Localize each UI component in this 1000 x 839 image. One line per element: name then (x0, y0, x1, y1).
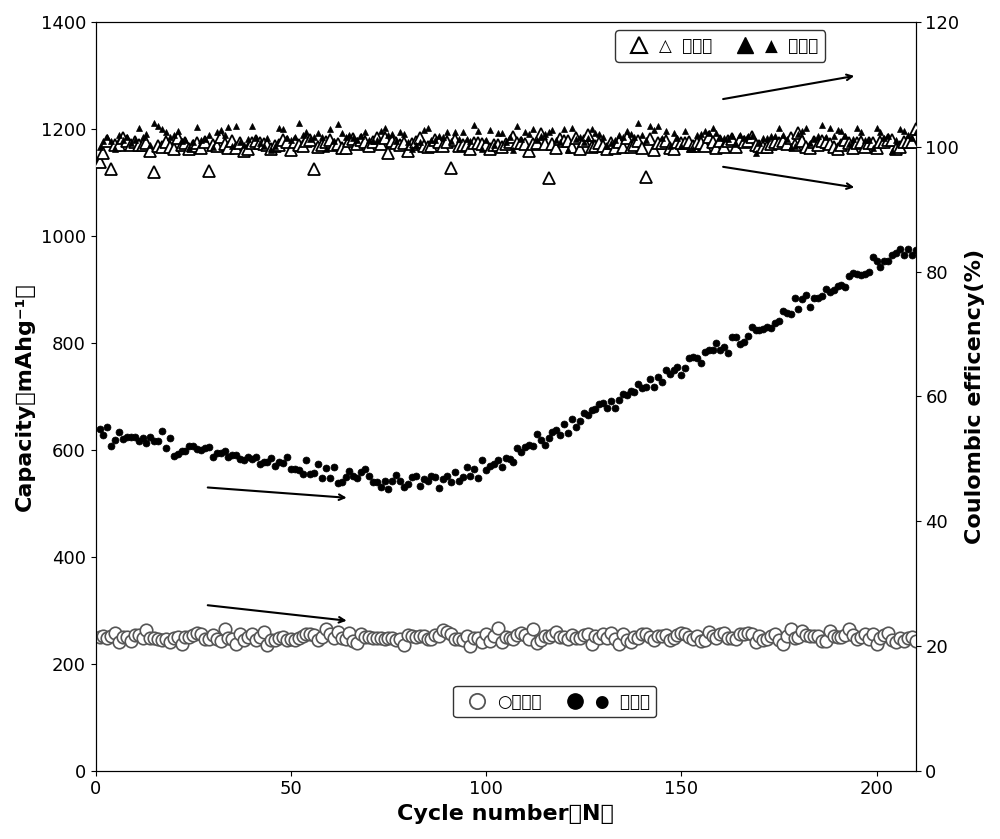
Legend: ○颗粒状, ●  球壳状: ○颗粒状, ● 球壳状 (453, 686, 656, 717)
Y-axis label: Capacity（mAhg⁻¹）: Capacity（mAhg⁻¹） (15, 282, 35, 511)
Y-axis label: Coulombic efficency(%): Coulombic efficency(%) (965, 249, 985, 544)
X-axis label: Cycle number（N）: Cycle number（N） (397, 804, 614, 824)
